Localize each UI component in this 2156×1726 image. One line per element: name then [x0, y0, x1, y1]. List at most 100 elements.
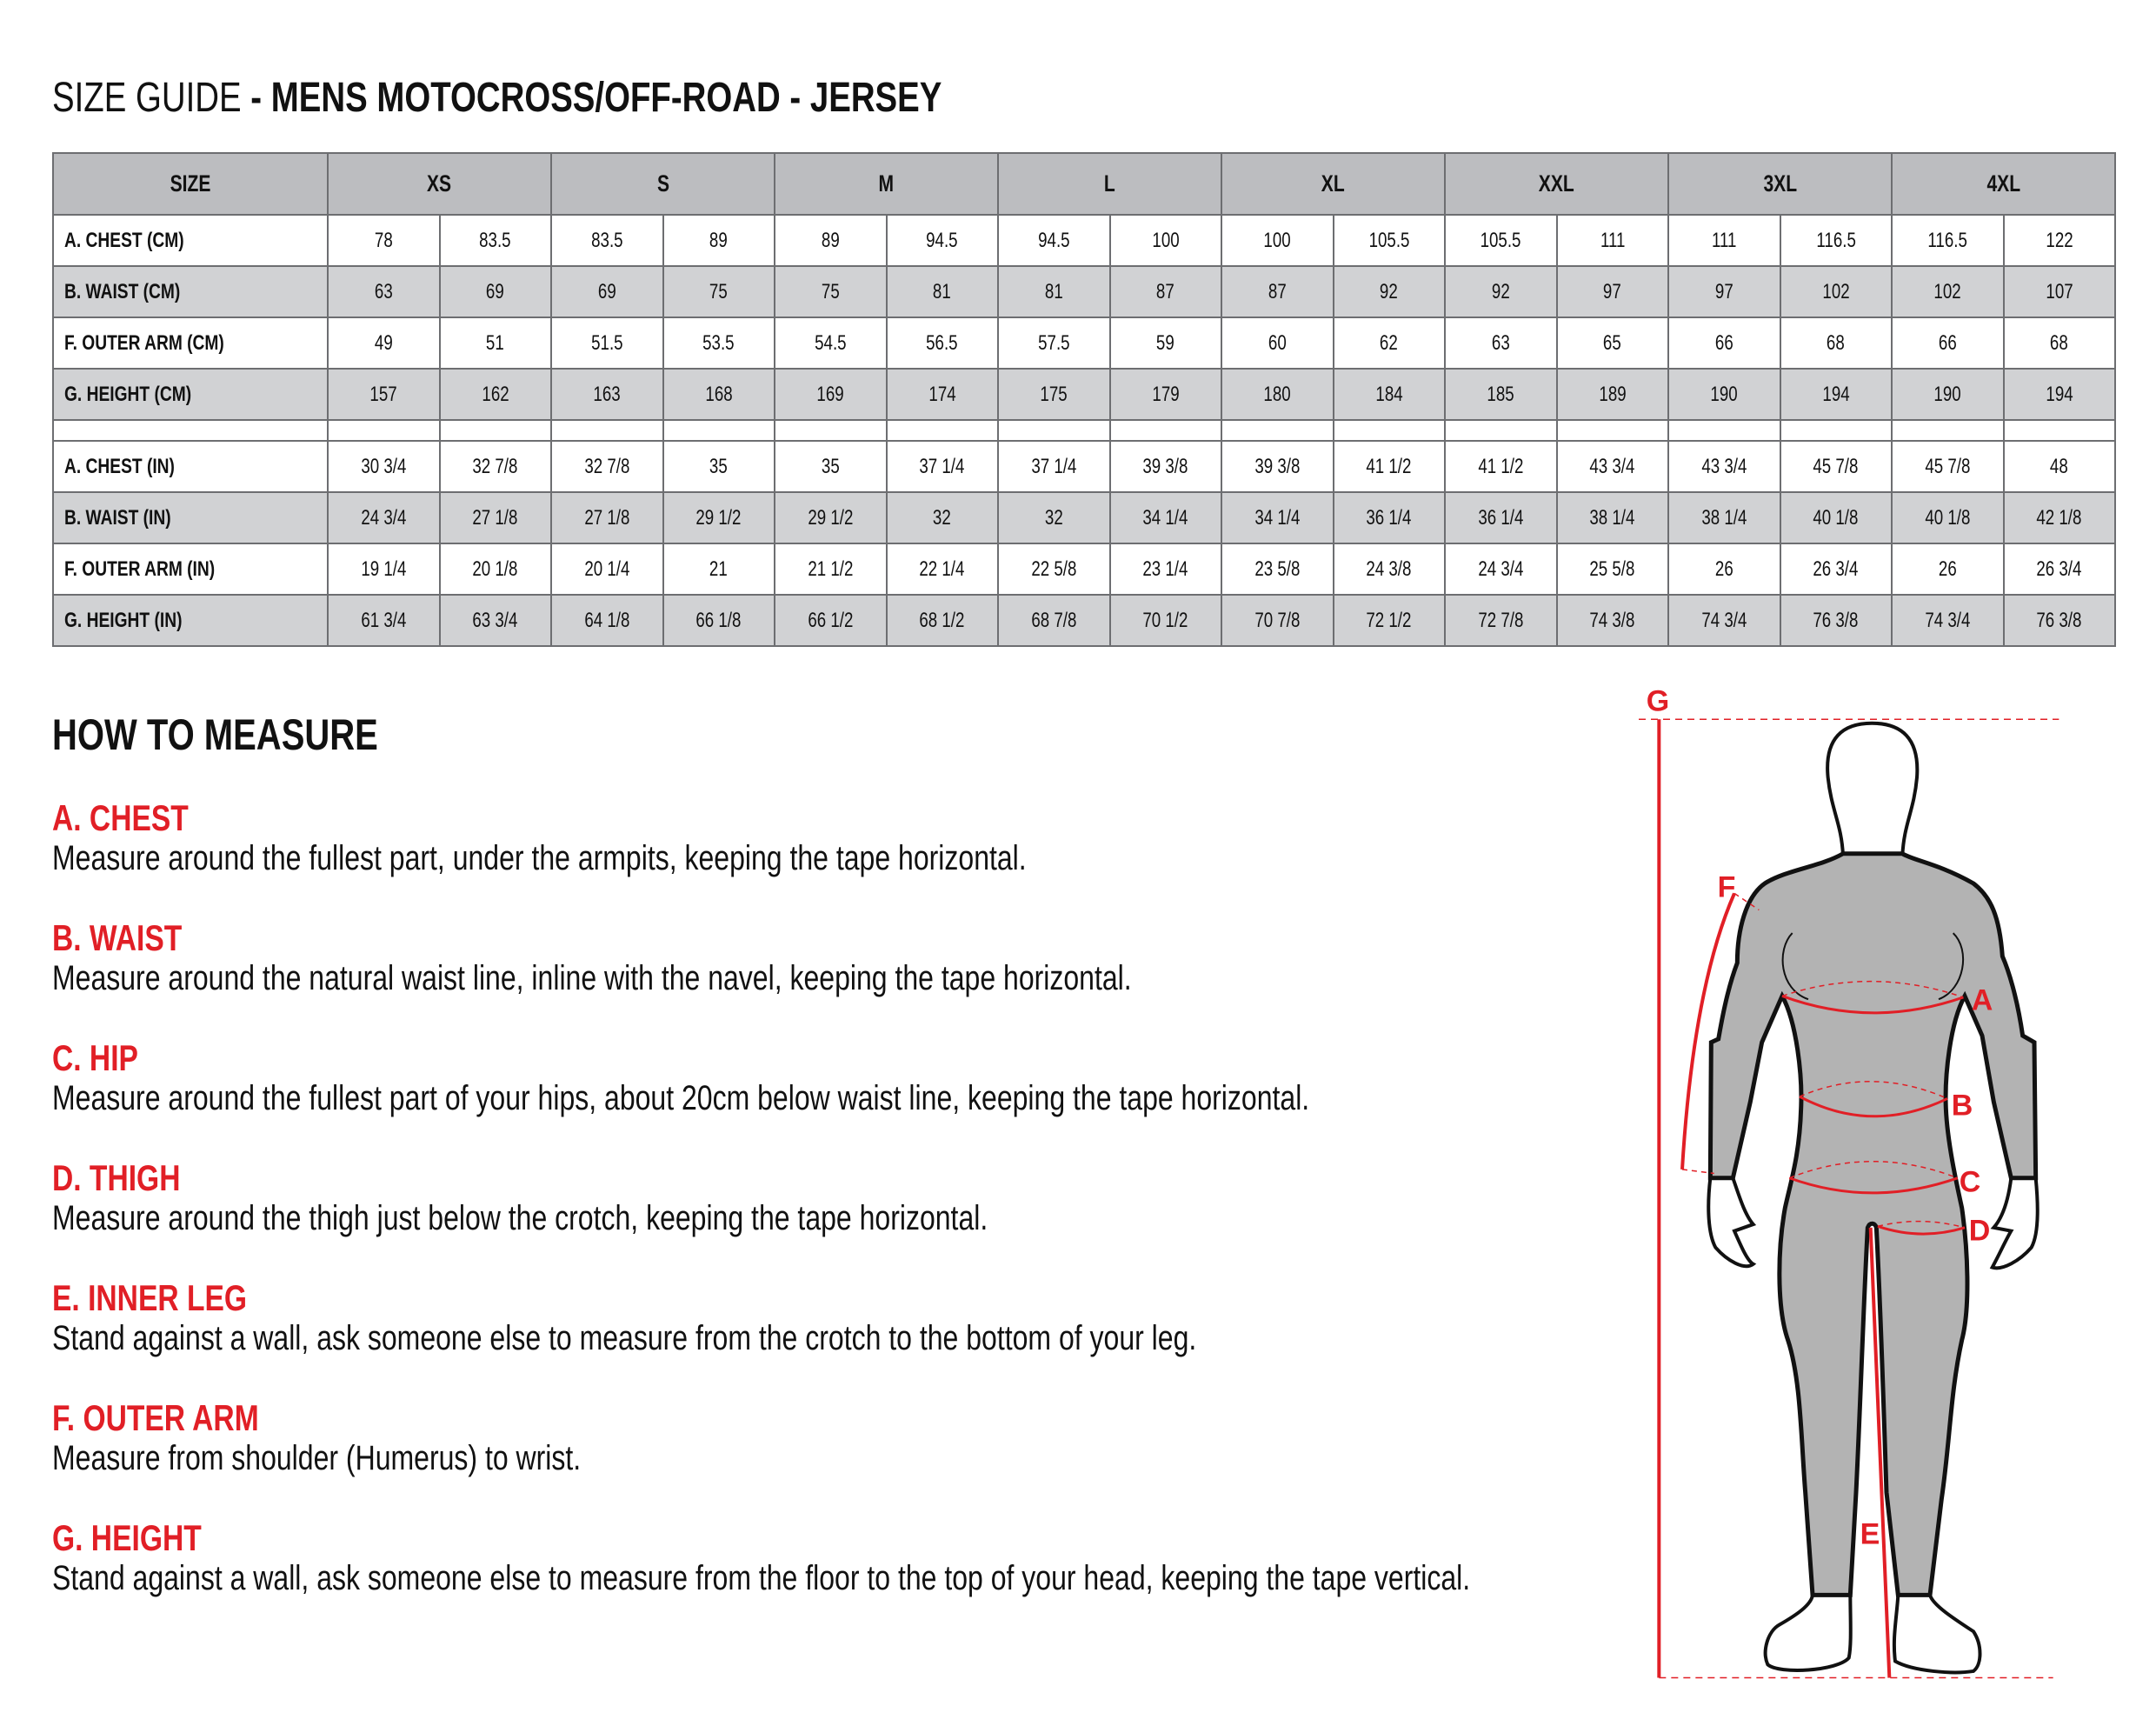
table-cell-text: 102 — [1933, 279, 1961, 303]
spacer-cell — [52, 419, 329, 442]
row-label: F. OUTER ARM (CM) — [52, 317, 329, 370]
table-cell-text: 57.5 — [1038, 330, 1070, 355]
row-label-text: B. WAIST (CM) — [64, 279, 181, 303]
table-cell: 68 — [2002, 317, 2117, 370]
table-cell: 25 5/8 — [1555, 543, 1670, 596]
head-shape — [1827, 723, 1917, 856]
measure-section-title-text: A. CHEST — [52, 797, 189, 838]
table-cell-text: 105.5 — [1368, 228, 1410, 252]
table-cell-text: 175 — [1040, 382, 1068, 406]
row-label: G. HEIGHT (CM) — [52, 368, 329, 421]
spacer-cell — [2002, 419, 2117, 442]
table-cell: 22 1/4 — [885, 543, 1000, 596]
table-cell-text: 27 1/8 — [584, 505, 630, 530]
table-cell: 27 1/8 — [438, 491, 552, 544]
spacer-cell — [997, 419, 1111, 442]
row-label-text: G. HEIGHT (CM) — [64, 382, 192, 406]
table-cell: 116.5 — [1891, 214, 2005, 267]
table-cell: 180 — [1221, 368, 1334, 421]
label-b: B — [1951, 1089, 1973, 1123]
table-cell-text: 66 1/8 — [695, 608, 742, 632]
table-cell-text: 51 — [486, 330, 505, 355]
table-cell-text: 190 — [1933, 382, 1961, 406]
measure-section: B. WAIST Measure around the natural waist… — [52, 917, 1825, 1037]
table-cell-text: 23 1/4 — [1142, 556, 1188, 581]
table-cell-text: 64 1/8 — [584, 608, 630, 632]
table-cell-text: 174 — [928, 382, 956, 406]
table-cell-text: 27 1/8 — [472, 505, 518, 530]
table-cell-text: 38 1/4 — [1589, 505, 1635, 530]
table-row: A. CHEST (CM) 78 83.5 83.5 89 89 94.5 94.5 100 10… — [52, 214, 2117, 267]
row-label-text: F. OUTER ARM (CM) — [64, 330, 224, 355]
table-cell: 70 1/2 — [1108, 594, 1223, 647]
table-row: F. OUTER ARM (IN) 19 1/4 20 1/8 20 1/4 21 21 … — [52, 543, 2117, 596]
table-cell-text: 24 3/4 — [361, 505, 407, 530]
label-g: G — [1646, 684, 1670, 718]
measure-section-title-text: C. HIP — [52, 1037, 138, 1078]
table-cell: 59 — [1108, 317, 1223, 370]
table-cell-text: 162 — [482, 382, 509, 406]
table-cell: 89 — [662, 214, 776, 267]
row-label: B. WAIST (CM) — [52, 265, 329, 318]
spacer-cell — [1667, 419, 1781, 442]
measure-section-desc: Measure around the natural waist line, i… — [52, 959, 1132, 997]
table-cell-text: 20 1/8 — [472, 556, 518, 581]
table-cell: 100 — [1108, 214, 1223, 267]
table-cell-text: 53.5 — [702, 330, 735, 355]
table-cell-text: 76 3/8 — [2036, 608, 2082, 632]
chest-line — [1782, 996, 1963, 1012]
table-cell: 68 7/8 — [997, 594, 1111, 647]
row-label: G. HEIGHT (IN) — [52, 594, 329, 647]
table-cell-text: 97 — [1603, 279, 1622, 303]
size-column-xl: XL — [1221, 152, 1447, 216]
table-cell: 40 1/8 — [1779, 491, 1893, 544]
table-cell-text: 39 3/8 — [1142, 454, 1188, 478]
table-cell-text: 92 — [1491, 279, 1510, 303]
measure-section-text: Stand against a wall, ask someone else t… — [52, 1318, 1825, 1359]
table-cell: 122 — [2002, 214, 2117, 267]
table-cell: 94.5 — [885, 214, 1000, 267]
table-cell-text: 36 1/4 — [1478, 505, 1524, 530]
measure-section-desc: Stand against a wall, ask someone else t… — [52, 1319, 1197, 1357]
table-row: F. OUTER ARM (CM) 49 51 51.5 53.5 54.5 56.5 57.… — [52, 317, 2117, 370]
table-cell-text: 26 3/4 — [2036, 556, 2082, 581]
spacer-cell — [1444, 419, 1558, 442]
size-column-s-text: S — [656, 170, 669, 197]
table-cell-text: 190 — [1710, 382, 1738, 406]
table-cell: 76 3/8 — [2002, 594, 2117, 647]
table-cell: 62 — [1332, 317, 1447, 370]
table-cell-text: 54.5 — [815, 330, 847, 355]
table-cell: 76 3/8 — [1779, 594, 1893, 647]
table-cell: 21 1/2 — [774, 543, 888, 596]
table-cell: 26 3/4 — [1779, 543, 1893, 596]
table-cell: 29 1/2 — [662, 491, 776, 544]
table-row: B. WAIST (CM) 63 69 69 75 75 81 81 87 87 92 92 97 97 1… — [52, 265, 2117, 318]
table-cell-text: 63 3/4 — [472, 608, 518, 632]
table-cell-text: 19 1/4 — [361, 556, 407, 581]
table-cell-text: 83.5 — [479, 228, 511, 252]
spacer-cell — [1891, 419, 2005, 442]
table-cell: 81 — [997, 265, 1111, 318]
table-cell: 162 — [438, 368, 552, 421]
size-column-xxl: XXL — [1444, 152, 1670, 216]
measure-section: A. CHEST Measure around the fullest part,… — [52, 797, 1825, 917]
how-to-measure-heading-text: HOW TO MEASURE — [52, 710, 378, 759]
spacer-cell — [885, 419, 1000, 442]
spacer-cell — [662, 419, 776, 442]
table-cell-text: 51.5 — [591, 330, 623, 355]
table-cell: 75 — [774, 265, 888, 318]
table-cell-text: 60 — [1268, 330, 1287, 355]
table-cell: 69 — [438, 265, 552, 318]
table-cell: 100 — [1221, 214, 1334, 267]
table-cell-text: 22 5/8 — [1031, 556, 1077, 581]
label-f: F — [1717, 870, 1736, 904]
title-light: SIZE GUIDE — [52, 75, 242, 121]
table-cell: 83.5 — [550, 214, 664, 267]
label-a: A — [1971, 983, 1993, 1017]
table-cell-text: 185 — [1487, 382, 1514, 406]
table-cell: 65 — [1555, 317, 1670, 370]
measure-section-title: D. THIGH — [52, 1157, 1825, 1198]
table-cell: 78 — [327, 214, 441, 267]
table-cell: 66 — [1667, 317, 1781, 370]
table-cell: 22 5/8 — [997, 543, 1111, 596]
